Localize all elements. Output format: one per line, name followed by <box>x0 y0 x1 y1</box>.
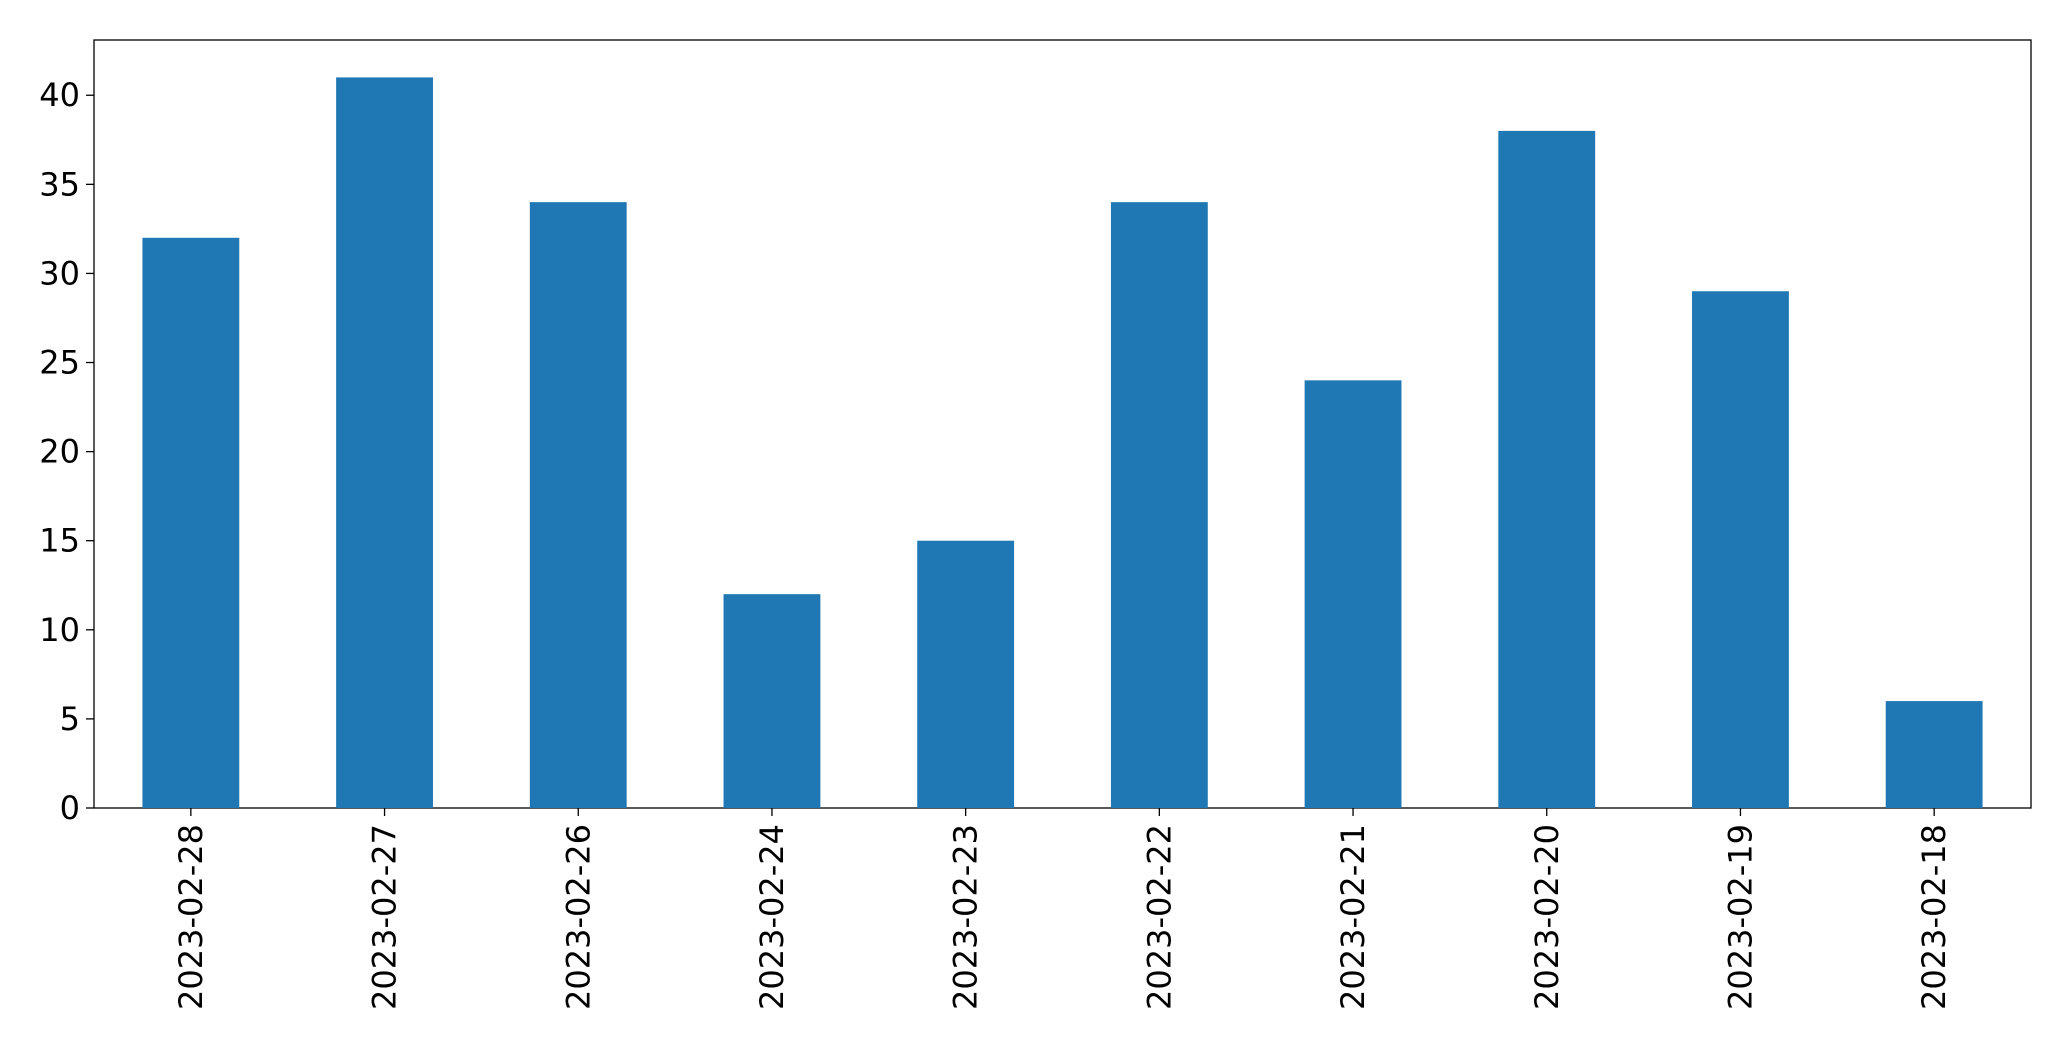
x-tick-label: 2023-02-21 <box>1334 824 1372 1010</box>
x-tick-label: 2023-02-18 <box>1915 824 1953 1010</box>
bar <box>1110 202 1208 808</box>
bar <box>1692 291 1789 808</box>
bar <box>1304 380 1402 808</box>
y-tick-label: 20 <box>39 433 80 471</box>
y-tick-label: 10 <box>39 611 80 649</box>
x-tick-label: 2023-02-22 <box>1140 824 1178 1010</box>
x-tick-label: 2023-02-20 <box>1528 824 1566 1010</box>
x-tick-label: 2023-02-27 <box>366 824 404 1010</box>
bar <box>336 77 433 809</box>
bar <box>1498 130 1596 809</box>
x-tick-label: 2023-02-28 <box>172 824 210 1010</box>
y-tick-label: 15 <box>39 522 80 560</box>
bar <box>723 594 821 808</box>
x-tick-label: 2023-02-24 <box>753 824 791 1010</box>
y-tick-label: 35 <box>39 165 80 203</box>
y-tick-label: 25 <box>39 344 80 382</box>
x-tick-label: 2023-02-26 <box>559 824 597 1010</box>
y-tick-label: 30 <box>39 254 80 292</box>
axes-frame <box>93 39 2032 809</box>
y-tick-label: 0 <box>60 789 80 827</box>
x-tick-label: 2023-02-23 <box>947 824 985 1010</box>
y-tick-label: 5 <box>60 700 80 738</box>
bar <box>917 540 1015 808</box>
y-tick-label: 40 <box>39 76 80 114</box>
bar <box>529 202 627 808</box>
x-tick-label: 2023-02-19 <box>1721 824 1759 1010</box>
bar <box>142 237 240 808</box>
bar <box>1885 701 1983 808</box>
